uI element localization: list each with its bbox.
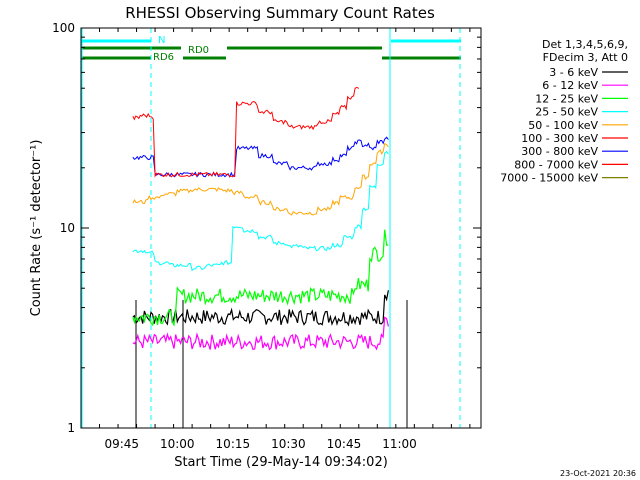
- legend-label: 6 - 12 keV: [542, 79, 598, 92]
- series-line: [132, 142, 389, 216]
- y-tick-label: 10: [60, 221, 75, 235]
- legend: Det 1,3,4,5,6,9, FDecim 3, Att 0 3 - 6 k…: [500, 38, 628, 185]
- state-bars: [81, 39, 461, 60]
- series-line: [132, 290, 389, 327]
- series-line: [132, 136, 389, 178]
- legend-label: 300 - 800 keV: [521, 145, 598, 158]
- legend-label: 50 - 100 keV: [528, 119, 598, 132]
- annotation-rd0: RD0: [188, 45, 209, 56]
- annotation-n: N: [158, 35, 165, 46]
- chart-title: RHESSI Observing Summary Count Rates: [125, 4, 435, 22]
- legend-header-line-2: FDecim 3, Att 0: [543, 51, 628, 64]
- series-line: [132, 86, 360, 178]
- x-tick-label: 10:00: [160, 437, 195, 451]
- legend-label: 7000 - 15000 keV: [500, 172, 598, 185]
- footer-timestamp: 23-Oct-2021 20:36: [560, 469, 636, 478]
- y-axis-label: Count Rate (s⁻¹ detector⁻¹): [29, 140, 44, 317]
- legend-label: 100 - 300 keV: [521, 132, 598, 145]
- y-tick-label: 1: [67, 421, 75, 435]
- series-layer: [132, 86, 389, 351]
- annotation-rd6: RD6: [153, 52, 174, 63]
- y-tick-label: 100: [52, 21, 75, 35]
- legend-label: 3 - 6 keV: [549, 66, 598, 79]
- legend-label: 25 - 50 keV: [535, 106, 598, 119]
- series-line: [132, 150, 389, 272]
- x-tick-label: 11:00: [382, 437, 417, 451]
- x-tick-label: 10:45: [327, 437, 362, 451]
- legend-label: 800 - 7000 keV: [514, 158, 598, 171]
- marker-lines: [81, 28, 461, 428]
- x-tick-label: 09:45: [104, 437, 139, 451]
- series-line: [132, 316, 389, 351]
- plot-frame: [80, 27, 482, 429]
- legend-header-line-1: Det 1,3,4,5,6,9,: [542, 38, 628, 51]
- series-line: [132, 229, 389, 327]
- y-axis: 1 10 100: [52, 21, 481, 435]
- x-axis: 09:45 10:00 10:15 10:30 10:45 11:00: [80, 28, 471, 451]
- legend-label: 12 - 25 keV: [535, 92, 598, 105]
- x-tick-label: 10:15: [216, 437, 251, 451]
- x-tick-label: 10:30: [271, 437, 306, 451]
- x-axis-label: Start Time (29-May-14 09:34:02): [174, 455, 388, 470]
